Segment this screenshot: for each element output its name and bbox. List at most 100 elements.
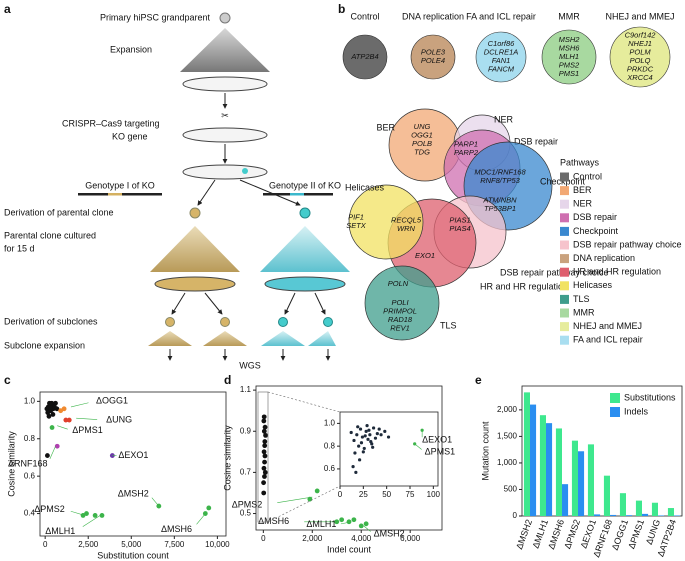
legend-label: DSB repair [573, 212, 617, 222]
point [46, 413, 52, 419]
point [261, 428, 267, 434]
x-tick-label: 4,000 [351, 534, 372, 543]
gene: MLH1 [559, 52, 579, 61]
point [206, 505, 212, 511]
legend-title: Pathways [560, 157, 600, 167]
gene: C1orf86 [488, 39, 516, 48]
y-axis-label: Mutation count [480, 421, 490, 481]
gene: XRCC4 [626, 73, 652, 82]
point [386, 435, 391, 439]
annotation: ΔPMS2 [232, 499, 263, 509]
group-title: NHEJ and MMEJ [605, 11, 674, 21]
point [356, 425, 360, 429]
point [262, 439, 268, 444]
point [358, 427, 363, 431]
gene: PRIMPOL [383, 307, 417, 316]
point [368, 433, 372, 437]
step-label: Primary hiPSC grandparent [100, 12, 211, 22]
point [261, 414, 267, 420]
legend-label: HR and HR regulation [573, 267, 661, 277]
legend-label: DNA replication [573, 253, 635, 263]
zoom-box [257, 391, 269, 523]
gene: RNF8/TP53 [480, 176, 520, 185]
legend-swatch [560, 226, 569, 236]
legend-swatch [610, 407, 620, 417]
y-tick-label: 0.7 [240, 468, 252, 477]
step-label: KO gene [112, 131, 148, 141]
gene: POLB [412, 139, 432, 148]
bar [546, 423, 553, 516]
point [357, 444, 361, 448]
gene: RAD18 [388, 315, 413, 324]
point [372, 426, 376, 430]
gene: PIF1 [348, 213, 364, 222]
legend-swatch [560, 281, 569, 291]
annotation: ΔPMS1 [72, 425, 103, 435]
gene: WRN [397, 224, 415, 233]
legend-label: TLS [573, 294, 590, 304]
y-tick-label: 1,500 [497, 432, 518, 441]
point [377, 427, 381, 431]
genotype-bar [290, 193, 304, 196]
annotation: ΔMSH2 [374, 528, 405, 538]
annotation-leader [76, 417, 98, 420]
expansion-triangle [150, 226, 240, 272]
venn-label: TLS [440, 320, 457, 330]
legend-swatch [560, 240, 569, 250]
panel-label: a [4, 2, 11, 16]
expansion-triangle [148, 331, 192, 346]
annotation: ΔEXO1 [422, 435, 452, 445]
x-tick-label: 0 [261, 534, 266, 543]
scissors: ✂ [221, 110, 229, 120]
legend-swatch [610, 393, 620, 403]
gene: POLE3 [421, 48, 446, 57]
genotype-label: Genotype I of KO [85, 180, 155, 190]
x-tick-label: 25 [359, 490, 368, 499]
gene: RECQL5 [391, 216, 422, 225]
panel-label: e [475, 373, 482, 387]
y-tick-label: 0.4 [24, 509, 36, 518]
bar [651, 502, 658, 516]
y-tick-label: 0.6 [324, 464, 336, 473]
group-circle [541, 29, 597, 85]
point [362, 446, 366, 451]
dish [182, 127, 268, 143]
point [359, 441, 364, 445]
legend-swatch [560, 213, 569, 223]
point [99, 513, 105, 518]
gene: PMS2 [559, 60, 580, 69]
x-tick-label: 0 [43, 540, 48, 549]
group-circle [475, 31, 527, 83]
gene: C9orf142 [625, 31, 657, 40]
gene: PMS1 [559, 69, 579, 78]
gene: PIAS4 [449, 224, 470, 233]
x-tick-label: 0 [338, 490, 343, 499]
bar [587, 444, 594, 516]
gene: POLQ [630, 56, 651, 65]
legend-label: Substitutions [624, 392, 676, 402]
gene: POLM [629, 48, 651, 57]
point [262, 424, 268, 430]
bar [674, 515, 681, 516]
venn-label: DSB repair pathway choice [500, 267, 609, 277]
annotation-leader [70, 402, 89, 408]
point [358, 458, 362, 462]
gene: FANCM [488, 65, 515, 74]
bar [658, 515, 665, 516]
plot-frame [39, 391, 227, 537]
annotation: ΔMLH1 [45, 526, 75, 536]
point [63, 417, 69, 423]
cell [278, 317, 288, 327]
bar [523, 392, 530, 516]
point [61, 406, 67, 412]
point [339, 517, 345, 523]
legend-label: MMR [573, 307, 595, 317]
legend-swatch [560, 199, 569, 209]
zoom-line [267, 391, 341, 413]
legend-label: FA and ICL repair [573, 335, 643, 345]
point [45, 453, 50, 458]
x-tick-label: 10,000 [205, 540, 230, 549]
cell [189, 207, 201, 219]
annotation-leader [82, 515, 101, 527]
legend-label: NER [573, 199, 593, 209]
